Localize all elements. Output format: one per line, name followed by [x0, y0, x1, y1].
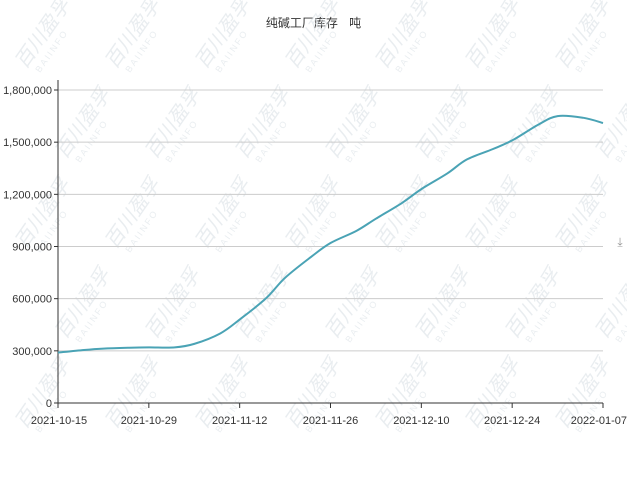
x-tick-label: 2022-01-07 [571, 415, 627, 427]
grid-lines [58, 89, 603, 352]
series-layer [57, 114, 604, 354]
y-tick-label: 1,800,000 [3, 85, 52, 97]
y-tick-label: 0 [46, 398, 52, 410]
x-tick-labels: 2021-10-15 2021-10-29 2021-11-12 2021-11-26… [31, 415, 627, 427]
x-tick-label: 2021-11-12 [212, 415, 267, 427]
x-tick-label: 2021-10-15 [31, 415, 87, 427]
chart-title: 纯碱工厂库存 吨 [0, 14, 627, 31]
y-tick-label: 900,000 [12, 242, 52, 254]
x-tick-label: 2021-11-26 [303, 415, 358, 427]
x-tick-label: 2021-12-10 [393, 415, 449, 427]
chart-unit-text: 吨 [349, 16, 362, 30]
axes [54, 80, 604, 408]
y-tick-label: 600,000 [12, 294, 52, 306]
y-tick-labels: 0 300,000 600,000 900,000 1,200,000 1,500,000… [3, 85, 52, 410]
chart-title-text: 纯碱工厂库存 [265, 16, 338, 30]
y-tick-label: 300,000 [12, 346, 52, 358]
series-line [57, 114, 604, 354]
x-tick-label: 2021-12-24 [484, 415, 540, 427]
download-icon[interactable]: ⤓ [617, 235, 623, 249]
x-tick-label: 2021-10-29 [121, 415, 177, 427]
y-tick-label: 1,500,000 [3, 137, 52, 149]
y-tick-label: 1,200,000 [3, 189, 52, 201]
